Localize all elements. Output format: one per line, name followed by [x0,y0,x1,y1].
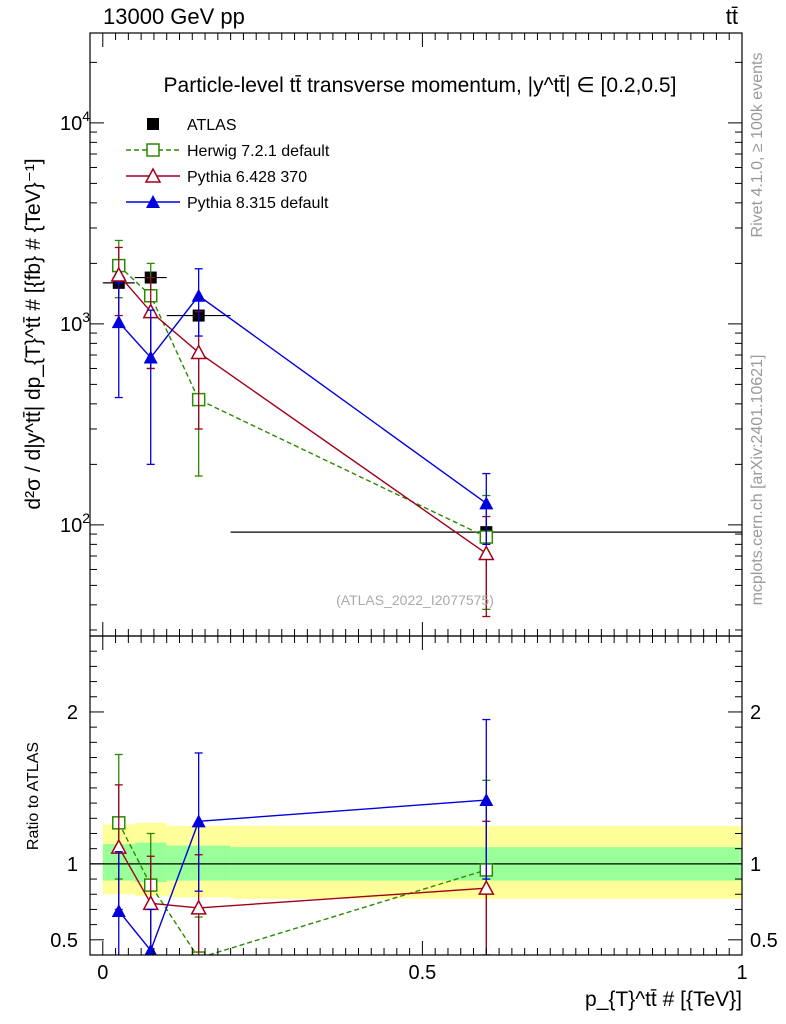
legend-entry-herwig: Herwig 7.2.1 default [126,143,330,160]
rivet-version-label: Rivet 4.1.0, ≥ 100k events [749,53,766,238]
pythia8-point [479,496,494,510]
y-tick-label: 103 [60,309,90,336]
x-tick-label: 0.5 [408,962,436,984]
main-axes: 102 103 104 [60,32,743,637]
pythia8-ratio-point [191,814,206,828]
legend-marker [146,195,160,208]
ratio-y-tick-label: 1 [67,854,78,876]
pythia8-point [143,350,158,364]
pythia6-ratio-line [118,846,487,909]
x-tick-label: 0 [97,962,108,984]
pythia8-ratio-point [479,793,494,807]
x-tick-label: 1 [736,962,747,984]
process-label: tt̄ [726,4,738,29]
ratio-y-tick-label: 2 [67,702,78,724]
legend-marker [147,118,159,130]
legend-label: Pythia 6.428 370 [187,169,307,186]
legend-entry-pythia8: Pythia 8.315 default [126,195,329,212]
ratio-axes: 0.5 0.51 12 20 0.5 1 [50,635,778,984]
pythia6-point [478,544,495,561]
ratio-plot-area [90,822,743,899]
analysis-watermark: (ATLAS_2022_I2077575) [336,592,494,608]
pythia8-point [191,288,206,302]
legend-label: Herwig 7.2.1 default [187,143,330,160]
ratio-frame [89,635,743,956]
pythia6-line [118,274,487,555]
pythia8-point [111,315,126,329]
pythia6-ratio-point [190,899,207,915]
herwig-ratio-line [118,822,487,955]
source-label: mcplots.cern.ch [arXiv:2401.10621] [749,355,766,606]
energy-label: 13000 GeV pp [103,4,245,29]
main-y-axis-label: d²σ / d|y^tt̄| dp_{T}^tt̄ # [{fb} # {TeV… [22,158,45,509]
legend: ATLAS Herwig 7.2.1 default Pythia 6.428 37… [126,117,330,212]
y-tick-label: 102 [60,510,90,537]
herwig-line [118,265,487,538]
ratio-y-tick-label-right: 2 [750,702,761,724]
x-axis-label: p_{T}^tt̄ # [{TeV}] [585,988,742,1011]
pythia8-ratio-line [118,799,487,952]
pythia6-ratio-point [478,879,495,895]
pythia6-point [190,343,207,360]
ratio-y-axis-label: Ratio to ATLAS [25,742,42,850]
pythia6-point [110,266,128,282]
series-pythia6 [110,246,495,618]
legend-marker [146,143,160,157]
ratio-y-tick-label-right: 1 [750,854,761,876]
ratio-series-pythia8 [111,718,494,955]
ratio-y-tick-label-right: 0.5 [750,930,778,952]
main-title: Particle-level tt̄ transverse momentum, … [164,74,677,97]
pythia6-ratio-point [142,894,159,911]
y-tick-label: 104 [60,108,90,135]
legend-entry-atlas: ATLAS [147,117,237,134]
legend-entry-pythia6: Pythia 6.428 370 [126,167,307,186]
pythia8-line [118,294,487,504]
legend-marker [144,167,162,183]
pythia8-ratio-point [111,903,126,917]
legend-label: Pythia 8.315 default [187,195,329,212]
ratio-y-tick-label: 0.5 [50,930,78,952]
ratio-series-layer [110,718,495,955]
series-pythia8 [111,268,494,546]
main-series-layer [102,239,742,618]
legend-label: ATLAS [187,117,237,134]
